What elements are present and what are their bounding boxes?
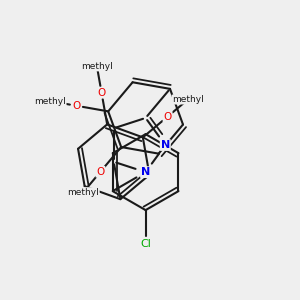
Text: O: O <box>98 88 106 98</box>
Text: methyl: methyl <box>34 97 66 106</box>
Text: O: O <box>164 112 172 122</box>
Text: O: O <box>96 167 105 177</box>
Text: Cl: Cl <box>140 239 151 249</box>
Text: N: N <box>160 140 170 150</box>
Text: methyl: methyl <box>68 188 99 196</box>
Text: methyl: methyl <box>81 62 113 71</box>
Text: O: O <box>72 101 80 111</box>
Text: N: N <box>141 167 150 177</box>
Text: methyl: methyl <box>172 95 204 104</box>
